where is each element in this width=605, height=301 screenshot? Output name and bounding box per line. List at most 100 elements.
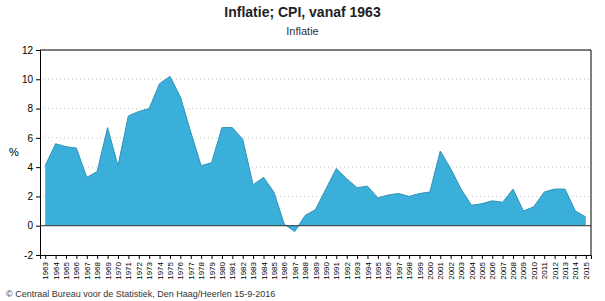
x-tick-mark	[243, 255, 244, 259]
x-tick-mark	[326, 255, 327, 259]
x-tick: 1969	[104, 255, 113, 280]
y-tick-mark	[36, 167, 40, 168]
x-tick-label: 2003	[457, 261, 466, 279]
grid-line	[40, 225, 591, 226]
x-tick-mark	[222, 255, 223, 259]
line	[45, 76, 586, 231]
chart: Inflatie; CPI, vanaf 1963Inflatie1963196…	[0, 0, 605, 301]
y-tick-label: 10	[22, 74, 34, 85]
x-tick-mark	[534, 255, 535, 259]
x-tick: 1966	[72, 255, 81, 280]
x-tick: 1973	[145, 255, 154, 280]
x-tick-mark	[149, 255, 150, 259]
x-tick: 2006	[488, 255, 497, 280]
x-tick: 1974	[156, 255, 165, 280]
y-tick-label: 8	[27, 103, 33, 114]
x-tick: 1985	[270, 255, 279, 280]
x-tick-mark	[367, 255, 368, 259]
x-tick-label: 2005	[478, 261, 487, 279]
x-tick-label: 1998	[405, 261, 414, 279]
x-tick: 1963	[41, 255, 50, 280]
plot-area: 1963196419651966196719681969197019711972…	[22, 45, 592, 280]
x-tick-mark	[575, 255, 576, 259]
x-tick: 1992	[343, 255, 352, 280]
x-tick-label: 2007	[499, 261, 508, 279]
x-tick-mark	[139, 255, 140, 259]
grid-line	[40, 137, 591, 138]
x-tick-mark	[274, 255, 275, 259]
y-tick-label: 6	[27, 133, 33, 144]
x-tick-mark	[253, 255, 254, 259]
x-tick-mark	[399, 255, 400, 259]
x-tick-mark	[544, 255, 545, 259]
x-tick: 2005	[478, 255, 487, 280]
x-tick-label: 1971	[124, 261, 133, 279]
x-tick-mark	[128, 255, 129, 259]
x-tick-mark	[45, 255, 46, 259]
x-tick: 1996	[384, 255, 393, 280]
y-tick: 4	[27, 162, 40, 173]
x-tick: 2013	[561, 255, 570, 280]
y-axis-line	[36, 51, 41, 256]
x-tick: 1987	[291, 255, 300, 280]
x-tick-mark	[264, 255, 265, 259]
y-tick-mark	[36, 196, 40, 197]
x-tick: 1975	[166, 255, 175, 280]
frame-top	[40, 50, 591, 51]
x-tick-mark	[295, 255, 296, 259]
x-tick-mark	[118, 255, 119, 259]
x-tick-label: 1979	[208, 261, 217, 279]
x-tick: 2000	[426, 255, 435, 280]
x-tick-label: 2008	[509, 261, 518, 279]
x-tick: 1981	[228, 255, 237, 280]
x-tick-mark	[232, 255, 233, 259]
x-tick-mark	[492, 255, 493, 259]
x-tick-label: 1975	[166, 261, 175, 279]
y-tick: 10	[22, 74, 40, 85]
x-tick-label: 2009	[519, 261, 528, 279]
series	[40, 76, 591, 231]
x-tick: 2002	[447, 255, 456, 280]
x-tick-label: 1995	[374, 261, 383, 279]
y-tick: 12	[22, 45, 40, 56]
x-tick-label: 1964	[52, 261, 61, 279]
title: Inflatie; CPI, vanaf 1963	[224, 4, 381, 20]
x-tick: 1983	[249, 255, 258, 280]
y-tick-label: 4	[27, 162, 33, 173]
x-tick-mark	[471, 255, 472, 259]
x-tick-label: 1988	[301, 261, 310, 279]
x-tick-mark	[503, 255, 504, 259]
baseline	[40, 225, 591, 226]
x-tick-label: 1986	[280, 261, 289, 279]
y-tick-label: 0	[27, 220, 33, 231]
grid-line	[40, 50, 591, 51]
x-tick-label: 2006	[488, 261, 497, 279]
area	[45, 76, 586, 231]
grid-line	[40, 79, 591, 80]
x-tick-mark	[212, 255, 213, 259]
x-tick-label: 1994	[364, 261, 373, 279]
x-tick: 1979	[208, 255, 217, 280]
x-axis: 1963196419651966196719681969197019711972…	[41, 255, 592, 280]
x-tick-label: 1970	[114, 261, 123, 279]
x-tick-label: 1992	[343, 261, 352, 279]
x-tick-label: 1968	[93, 261, 102, 279]
x-tick-label: 2013	[561, 261, 570, 279]
x-tick-label: 1991	[332, 261, 341, 279]
x-tick: 2012	[551, 255, 560, 280]
x-tick: 1978	[197, 255, 206, 280]
x-tick-mark	[555, 255, 556, 259]
x-tick-mark	[586, 255, 587, 259]
y-tick-mark	[36, 138, 40, 139]
x-tick-mark	[440, 255, 441, 259]
x-tick-mark	[87, 255, 88, 259]
x-tick-mark	[513, 255, 514, 259]
x-tick-label: 2014	[571, 261, 580, 279]
x-tick-label: 1993	[353, 261, 362, 279]
x-tick-label: 2012	[551, 261, 560, 279]
grid	[40, 50, 591, 255]
x-tick-label: 2004	[468, 261, 477, 279]
x-tick-mark	[523, 255, 524, 259]
x-tick-label: 1965	[62, 261, 71, 279]
x-tick: 1976	[176, 255, 185, 280]
